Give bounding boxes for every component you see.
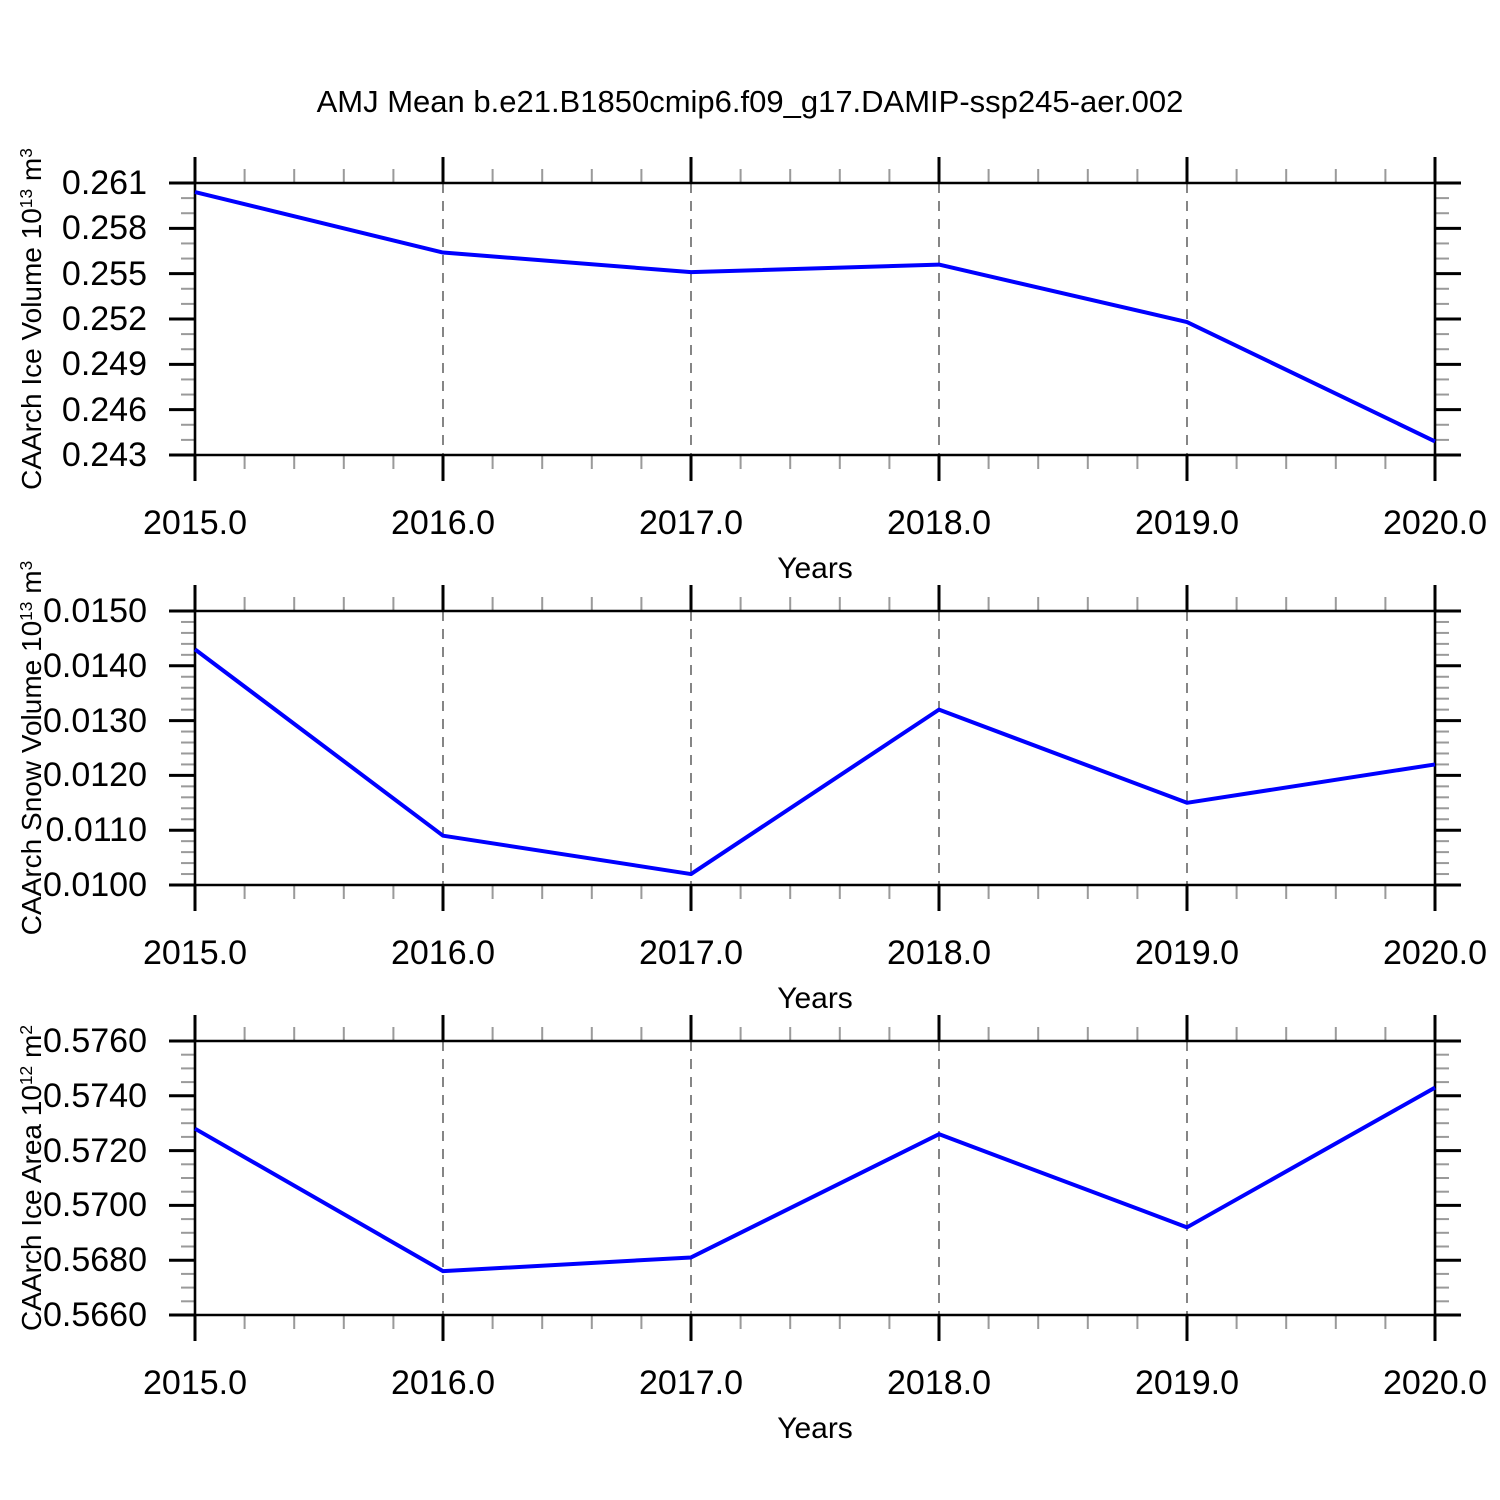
x-tick-label: 2017.0 (639, 504, 743, 542)
x-tick-label: 2015.0 (143, 504, 247, 542)
y-tick-label: 0.246 (61, 390, 147, 429)
data-line-1 (194, 190, 1436, 444)
panel-2 (169, 585, 1461, 911)
x-tick-label: 2019.0 (1135, 504, 1239, 542)
data-line-3 (194, 1085, 1436, 1274)
y-tick-label: 0.0110 (45, 811, 147, 850)
x-tick-label: 2020.0 (1383, 934, 1487, 972)
x-tick-label: 2016.0 (391, 1364, 495, 1402)
x-tick-label: 2016.0 (391, 504, 495, 542)
y-tick-label: 0.0130 (43, 701, 147, 740)
y-axis-title: CAArch Snow Volume 1013 m3 (16, 560, 47, 936)
x-tick-label: 2015.0 (143, 1364, 247, 1402)
y-tick-label: 0.5700 (43, 1186, 147, 1225)
x-tick-label: 2018.0 (887, 934, 991, 972)
y-tick-label: 0.255 (61, 254, 147, 293)
x-tick-label: 2017.0 (639, 1364, 743, 1402)
x-tick-label: 2015.0 (143, 934, 247, 972)
y-tick-label: 0.0120 (43, 756, 147, 795)
y-tick-label: 0.5660 (43, 1296, 147, 1334)
x-tick-label: 2020.0 (1383, 504, 1487, 542)
x-axis-title: Years (777, 1412, 853, 1445)
x-tick-label: 2017.0 (639, 934, 743, 972)
x-tick-label: 2019.0 (1135, 934, 1239, 972)
x-tick-label: 2020.0 (1383, 1364, 1487, 1402)
y-tick-label: 0.5760 (43, 1022, 147, 1060)
x-axis-title: Years (777, 552, 853, 585)
x-axis-title: Years (777, 982, 853, 1015)
chart-title: AMJ Mean b.e21.B1850cmip6.f09_g17.DAMIP-… (316, 84, 1184, 119)
y-tick-label: 0.249 (61, 345, 147, 384)
y-tick-label: 0.0150 (43, 592, 147, 630)
x-tick-label: 2018.0 (887, 504, 991, 542)
x-tick-label: 2018.0 (887, 1364, 991, 1402)
y-tick-label: 0.5740 (43, 1076, 147, 1115)
y-axis-title: CAArch Ice Area 1012 m2 (16, 1025, 47, 1331)
y-tick-label: 0.261 (61, 164, 147, 202)
data-line-2 (193, 647, 1436, 877)
x-tick-label: 2019.0 (1135, 1364, 1239, 1402)
y-tick-label: 0.0140 (43, 646, 147, 685)
panel-3 (169, 1015, 1461, 1341)
y-tick-label: 0.0100 (43, 866, 147, 904)
y-tick-label: 0.5680 (43, 1241, 147, 1280)
y-tick-label: 0.5720 (43, 1131, 147, 1170)
y-tick-label: 0.252 (61, 300, 147, 338)
y-tick-label: 0.258 (61, 209, 147, 248)
panel-1 (169, 157, 1461, 481)
x-tick-label: 2016.0 (391, 934, 495, 972)
y-tick-label: 0.243 (61, 436, 147, 474)
y-axis-title: CAArch Ice Volume 1013 m3 (16, 148, 47, 490)
